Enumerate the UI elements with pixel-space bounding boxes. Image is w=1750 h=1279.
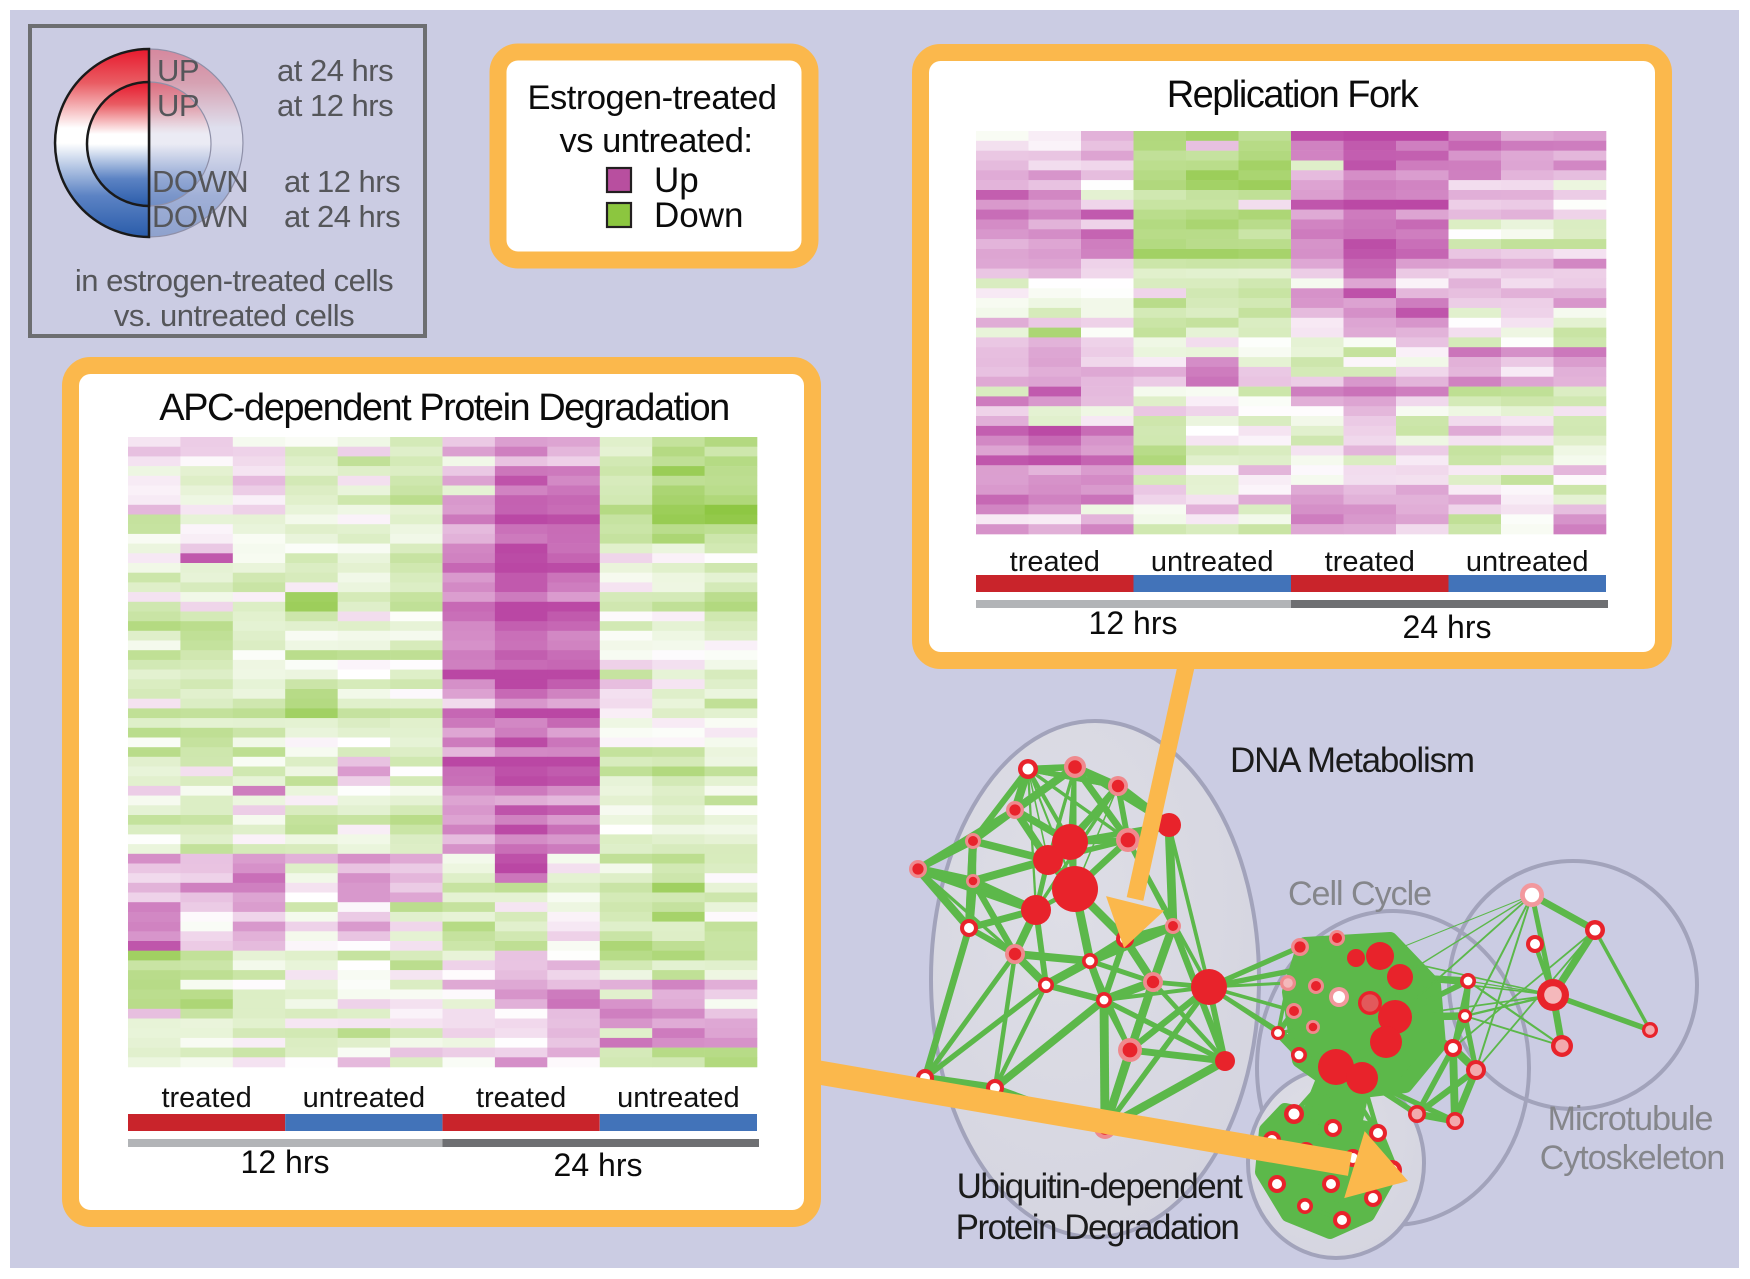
svg-text:untreated: untreated <box>1151 546 1274 578</box>
svg-text:12 hrs: 12 hrs <box>241 1144 330 1180</box>
svg-text:Cytoskeleton: Cytoskeleton <box>1540 1139 1725 1177</box>
svg-text:in estrogen-treated cells: in estrogen-treated cells <box>75 263 393 298</box>
svg-text:Protein Degradation: Protein Degradation <box>956 1208 1239 1247</box>
svg-text:Cell Cycle: Cell Cycle <box>1288 875 1431 913</box>
svg-text:untreated: untreated <box>1466 546 1589 578</box>
svg-text:24 hrs: 24 hrs <box>554 1147 643 1183</box>
svg-text:untreated: untreated <box>303 1082 426 1114</box>
svg-text:Replication Fork: Replication Fork <box>1167 74 1420 116</box>
svg-text:Ubiquitin-dependent: Ubiquitin-dependent <box>957 1167 1244 1206</box>
svg-text:at 12 hrs: at 12 hrs <box>284 164 400 199</box>
svg-text:UP: UP <box>157 53 199 88</box>
svg-text:treated: treated <box>1325 546 1415 578</box>
svg-text:vs untreated:: vs untreated: <box>560 122 753 160</box>
svg-text:Up: Up <box>654 161 699 200</box>
svg-text:at 12 hrs: at 12 hrs <box>277 88 393 123</box>
svg-text:vs. untreated cells: vs. untreated cells <box>114 298 354 333</box>
svg-text:APC-dependent Protein Degradat: APC-dependent Protein Degradation <box>159 387 728 429</box>
svg-text:12 hrs: 12 hrs <box>1089 605 1178 641</box>
svg-text:untreated: untreated <box>617 1082 740 1114</box>
svg-text:treated: treated <box>1010 546 1100 578</box>
svg-text:DNA Metabolism: DNA Metabolism <box>1230 741 1474 780</box>
svg-text:Estrogen-treated: Estrogen-treated <box>528 79 777 117</box>
svg-text:treated: treated <box>161 1082 251 1114</box>
svg-text:DOWN: DOWN <box>152 164 248 199</box>
svg-text:Microtubule: Microtubule <box>1548 1100 1713 1138</box>
svg-text:at 24 hrs: at 24 hrs <box>277 53 393 88</box>
svg-text:Down: Down <box>654 196 743 235</box>
svg-text:DOWN: DOWN <box>152 199 248 234</box>
svg-text:treated: treated <box>476 1082 566 1114</box>
svg-text:24 hrs: 24 hrs <box>1403 609 1492 645</box>
svg-text:at 24 hrs: at 24 hrs <box>284 199 400 234</box>
svg-text:UP: UP <box>157 88 199 123</box>
